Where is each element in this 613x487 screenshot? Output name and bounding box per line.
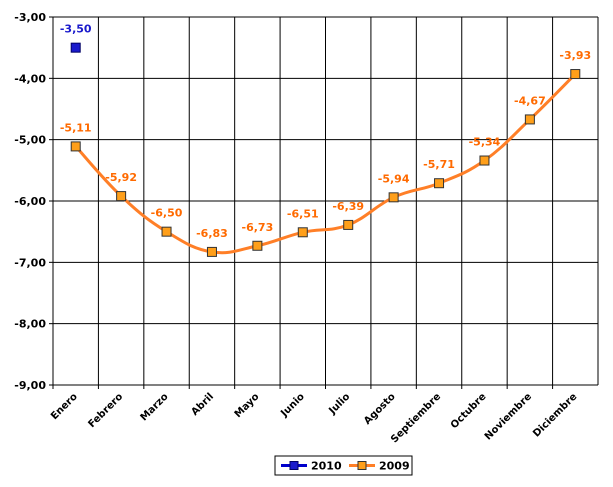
x-tick-label: Diciembre <box>531 391 579 439</box>
data-label-2009: -6,39 <box>332 200 364 213</box>
x-tick-label: Octubre <box>449 391 489 431</box>
data-label-2009: -5,11 <box>60 121 92 134</box>
legend: 2010 2009 <box>274 455 413 476</box>
x-tick-label: Enero <box>49 391 80 422</box>
data-point-2009 <box>70 141 81 152</box>
data-point-2009 <box>388 192 399 203</box>
y-tick-label: -3,00 <box>14 11 46 24</box>
data-label-2009: -4,67 <box>514 94 546 107</box>
data-label-2009: -5,94 <box>378 172 410 185</box>
data-label-2009: -6,50 <box>151 207 183 220</box>
data-label-2009: -6,51 <box>287 207 319 220</box>
legend-box <box>274 455 413 476</box>
x-tick-label: Mayo <box>233 391 262 420</box>
data-label-2009: -5,71 <box>423 158 455 171</box>
data-labels: -3,50 -5,11 -5,92 -6,50 -6,83 -6,73 -6,51 -6,39… <box>60 23 591 240</box>
data-label-2009: -6,73 <box>242 221 274 234</box>
x-tick-label: Junio <box>278 391 307 420</box>
legend-marker-2010 <box>289 461 299 470</box>
y-tick-label: -8,00 <box>14 318 46 331</box>
data-point-2009 <box>206 246 217 257</box>
data-point-2009 <box>479 155 490 166</box>
data-point-2009 <box>297 227 308 238</box>
y-tick-label: -5,00 <box>14 134 46 147</box>
data-point-2009 <box>161 226 172 237</box>
series <box>70 42 581 257</box>
data-point-2009 <box>570 69 581 80</box>
y-tick-label: -6,00 <box>14 195 46 208</box>
data-point-2009 <box>524 114 535 125</box>
legend-label-2009: 2009 <box>379 460 410 473</box>
legend-label-2010: 2010 <box>311 460 342 473</box>
data-label-2009: -5,34 <box>469 136 501 149</box>
x-tick-label: Marzo <box>139 391 171 423</box>
legend-marker-2009 <box>357 461 367 470</box>
y-tick-label: -7,00 <box>14 256 46 269</box>
data-label-2010: -3,50 <box>60 23 92 36</box>
x-tick-label: Julio <box>326 391 352 417</box>
data-label-2009: -6,83 <box>196 227 228 240</box>
x-tick-label: Febrero <box>86 391 125 430</box>
data-point-2009 <box>434 178 445 189</box>
data-point-2009 <box>116 191 127 202</box>
x-tick-label: Noviembre <box>483 391 534 442</box>
data-point-2010 <box>70 42 81 53</box>
grid <box>53 16 599 386</box>
data-label-2009: -5,92 <box>105 171 137 184</box>
data-point-2009 <box>252 240 263 251</box>
data-point-2009 <box>343 219 354 230</box>
x-tick-label: Abril <box>189 391 216 418</box>
y-tick-label: -4,00 <box>14 72 46 85</box>
series-line-2009 <box>74 72 577 255</box>
data-label-2009: -3,93 <box>559 49 591 62</box>
x-tick-label: Agosto <box>362 391 398 427</box>
y-tick-label: -9,00 <box>14 379 46 392</box>
